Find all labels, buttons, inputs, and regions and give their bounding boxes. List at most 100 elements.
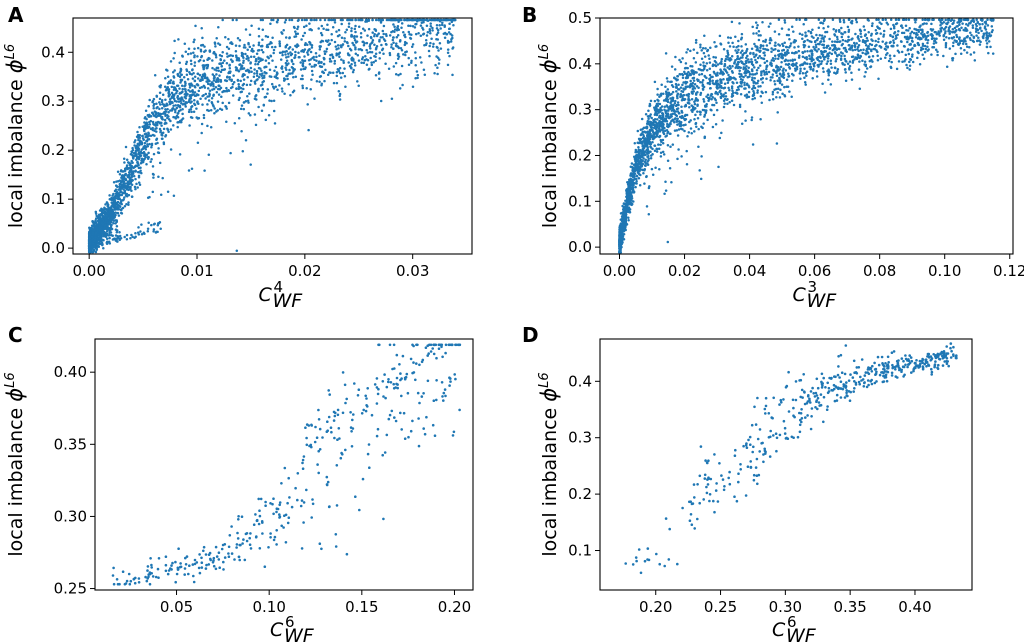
data-point <box>790 95 793 99</box>
data-point <box>177 109 181 113</box>
data-point <box>776 87 780 91</box>
data-point <box>408 32 411 36</box>
data-point <box>147 155 150 159</box>
data-point <box>421 33 425 36</box>
data-point <box>115 206 118 209</box>
data-point <box>260 74 264 77</box>
data-point <box>167 118 171 121</box>
data-point <box>797 45 800 48</box>
data-point <box>371 41 374 44</box>
data-point <box>343 75 347 78</box>
data-point <box>125 166 129 169</box>
data-point <box>264 118 268 122</box>
data-point <box>249 113 252 117</box>
data-point <box>660 105 664 108</box>
data-point <box>438 41 442 45</box>
data-point <box>449 40 453 43</box>
data-point <box>753 42 756 46</box>
data-point <box>227 47 231 51</box>
data-point <box>396 18 400 22</box>
data-point <box>986 34 989 38</box>
data-point <box>147 131 150 135</box>
data-point <box>123 205 127 208</box>
data-point <box>718 72 722 75</box>
data-point <box>347 25 351 29</box>
data-point <box>781 69 785 72</box>
data-point <box>401 83 404 87</box>
data-point <box>700 72 704 76</box>
data-point <box>144 109 148 112</box>
data-point <box>856 34 860 38</box>
data-point <box>708 73 712 77</box>
data-point <box>787 51 790 55</box>
data-point <box>788 38 791 41</box>
data-point <box>214 52 217 56</box>
data-point <box>650 167 654 171</box>
data-point <box>104 233 108 236</box>
data-point <box>779 88 782 91</box>
data-point <box>301 77 304 81</box>
data-point <box>241 74 245 78</box>
data-point <box>310 78 313 81</box>
data-point <box>820 34 824 37</box>
data-point <box>242 61 245 65</box>
data-point <box>242 78 246 81</box>
data-point <box>658 168 661 171</box>
data-point <box>305 24 308 27</box>
data-point <box>348 64 352 68</box>
data-point <box>202 59 206 62</box>
data-point <box>291 90 295 94</box>
data-point <box>676 101 680 104</box>
data-point <box>400 64 404 68</box>
data-point <box>214 55 218 59</box>
data-point <box>400 49 404 52</box>
data-point <box>196 100 199 103</box>
data-point <box>308 28 311 31</box>
data-point <box>884 42 887 46</box>
data-point <box>141 147 145 151</box>
data-point <box>214 86 218 89</box>
data-point <box>676 96 679 100</box>
data-point <box>795 51 798 54</box>
data-point <box>399 46 403 50</box>
data-point <box>90 235 94 238</box>
data-point <box>968 37 972 40</box>
data-point <box>347 44 350 48</box>
data-point <box>89 233 92 237</box>
data-point <box>641 168 644 172</box>
data-point <box>434 63 437 67</box>
data-point <box>718 34 722 38</box>
data-point <box>195 83 199 86</box>
data-point <box>228 54 231 57</box>
data-point <box>141 137 145 140</box>
data-point <box>774 41 777 45</box>
data-point <box>644 112 648 116</box>
data-point <box>635 180 638 183</box>
data-point <box>679 86 683 89</box>
data-point <box>884 53 888 56</box>
data-point <box>934 30 937 34</box>
data-point <box>691 76 695 80</box>
data-point <box>133 144 136 147</box>
data-point <box>643 160 647 163</box>
data-point <box>859 32 862 35</box>
data-point <box>714 61 718 64</box>
data-point <box>211 82 215 85</box>
data-point <box>759 94 763 98</box>
data-point <box>309 50 313 54</box>
data-point <box>239 63 242 66</box>
data-point <box>95 246 98 250</box>
data-point <box>326 23 329 27</box>
data-point <box>745 83 749 87</box>
data-point <box>348 18 351 22</box>
data-point <box>237 98 241 102</box>
data-point <box>671 106 674 110</box>
data-point <box>901 60 904 63</box>
data-point <box>781 49 784 52</box>
data-point <box>171 81 175 85</box>
data-point <box>323 50 326 53</box>
data-point <box>307 128 310 132</box>
data-point <box>753 97 757 100</box>
data-point <box>379 18 382 22</box>
data-point <box>172 115 175 119</box>
